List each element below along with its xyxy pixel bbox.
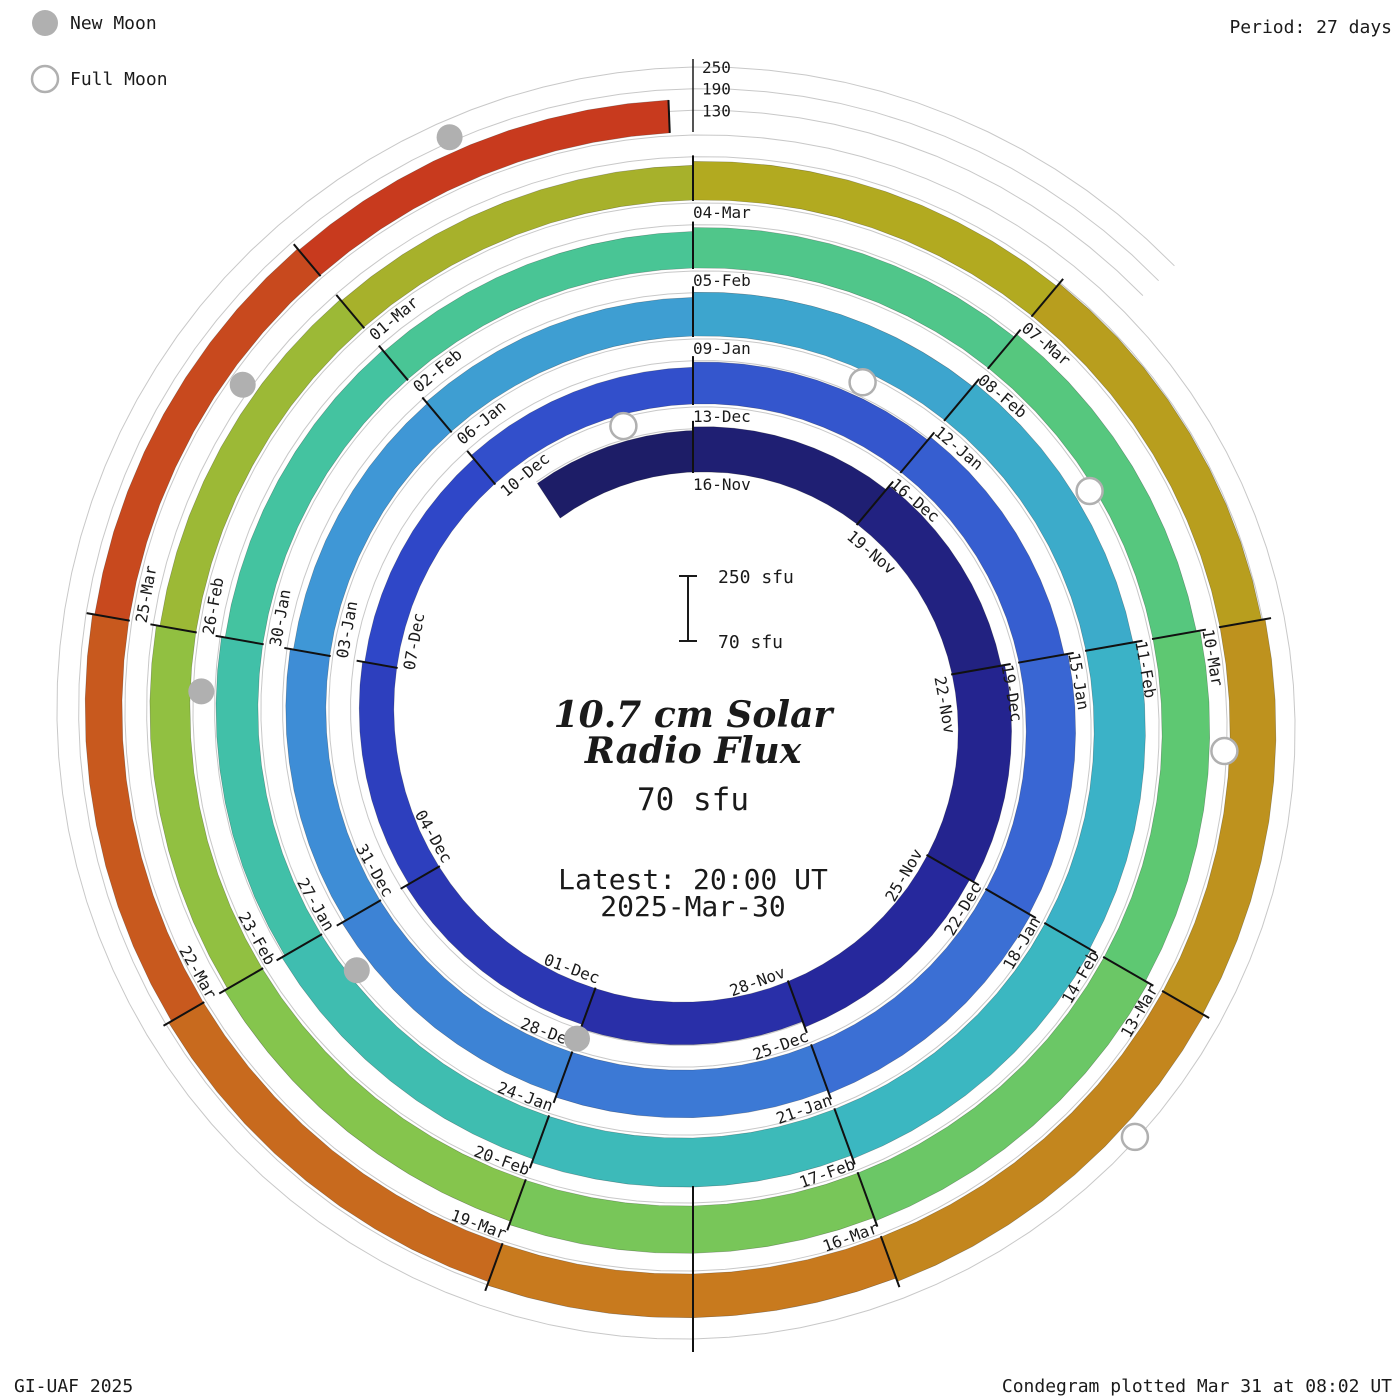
segment-boundary [284,646,331,658]
segment-boundary [950,663,1011,676]
segment-boundary [336,899,382,927]
latest-date-label: 2025-Mar-30 [600,890,785,923]
new-moon-marker-2025-Jan-29 [188,678,215,705]
segment-boundary [1043,921,1097,954]
new-moon-marker-2025-Mar-29 [436,124,463,151]
segment-boundary [986,328,1022,370]
new-moon-legend-label: New Moon [70,13,157,34]
segment-boundary [292,243,322,277]
annotations: New Moon Full Moon Period: 27 days GI-UA… [14,10,1392,1397]
segment-boundary [1017,651,1074,664]
full-moon-marker-2025-Feb-12 [1210,736,1239,766]
segment-boundary [1030,278,1064,318]
radial-scale-label-130: 130 [702,101,731,120]
new-moon-legend-icon [32,10,58,36]
flux-segment-edge [298,99,671,276]
segment-boundary [1084,639,1143,652]
segment-boundary [86,612,130,622]
full-moon-marker-2024-Dec-15 [848,368,877,397]
new-moon-marker-2025-Feb-28 [229,371,256,398]
new-moon-marker-2024-Dec-01 [564,1025,590,1052]
date-label-04-Mar: 04-Mar [693,203,751,222]
credit-label: GI-UAF 2025 [14,1376,133,1397]
full-moon-marker-2025-Mar-14 [1120,1122,1150,1152]
segment-boundary [215,634,264,646]
segment-boundary [335,294,366,329]
full-moon-legend-label: Full Moon [70,69,168,90]
segment-boundary [506,1178,527,1231]
segment-boundary [400,865,441,890]
date-label-09-Jan: 09-Jan [693,339,751,358]
gridline-spiral-250 [56,66,1296,1340]
full-moon-legend-icon [30,64,60,94]
date-label-16-Nov: 16-Nov [693,475,751,494]
chart-title-line1: 10.7 cm Solar [554,694,836,736]
latest-time-label: Latest: 20:00 UT [558,863,828,896]
segment-boundary [356,659,398,669]
segment-boundary [162,1001,205,1027]
segment-boundary [276,933,323,962]
segment-boundary [1161,989,1210,1019]
segment-boundary [943,378,980,422]
full-moon-marker-2024-Nov-15 [609,411,638,441]
spiral-layer: 25019013016-Nov19-Nov22-Nov25-Nov28-Nov0… [56,58,1296,1352]
period-label: Period: 27 days [1229,17,1392,38]
segment-boundary [855,480,894,526]
segment-boundary [984,887,1037,919]
segment-boundary [1102,955,1154,987]
radial-scale-label-190: 190 [702,80,731,99]
segment-boundary [926,853,980,886]
segment-boundary [833,1107,856,1165]
date-label-13-Dec: 13-Dec [693,407,751,426]
new-moon-marker-2024-Dec-30 [343,957,370,984]
flux-segment-19-Mar [168,1002,503,1283]
radial-scale-label-250: 250 [702,58,731,77]
segment-boundary [1218,617,1272,629]
segment-boundary [810,1044,832,1100]
segment-boundary [786,980,808,1034]
segment-boundary [378,344,409,381]
segment-boundary [879,1235,901,1288]
segment-boundary [899,431,936,474]
full-moon-marker-2025-Jan-13 [1075,476,1104,506]
scalebar-bottom-label: 70 sfu [718,632,783,653]
segment-boundary [528,1115,551,1169]
data-end-cap [667,100,671,133]
segment-boundary [421,396,453,434]
segment-boundary [484,1242,504,1292]
segment-boundary [466,450,497,486]
scalebar-top-label: 250 sfu [718,567,794,588]
plotted-label: Condegram plotted Mar 31 at 08:02 UT [1002,1376,1392,1397]
segment-boundary [218,967,264,995]
flux-segment-28-Nov [580,981,804,1045]
segment-boundary [856,1171,879,1227]
segment-boundary [150,623,197,634]
segment-boundary [552,1051,574,1104]
current-flux-label: 70 sfu [637,782,749,818]
date-label-05-Feb: 05-Feb [693,271,751,290]
segment-boundary [1151,628,1207,641]
chart-title-line2: Radio Flux [584,730,802,772]
